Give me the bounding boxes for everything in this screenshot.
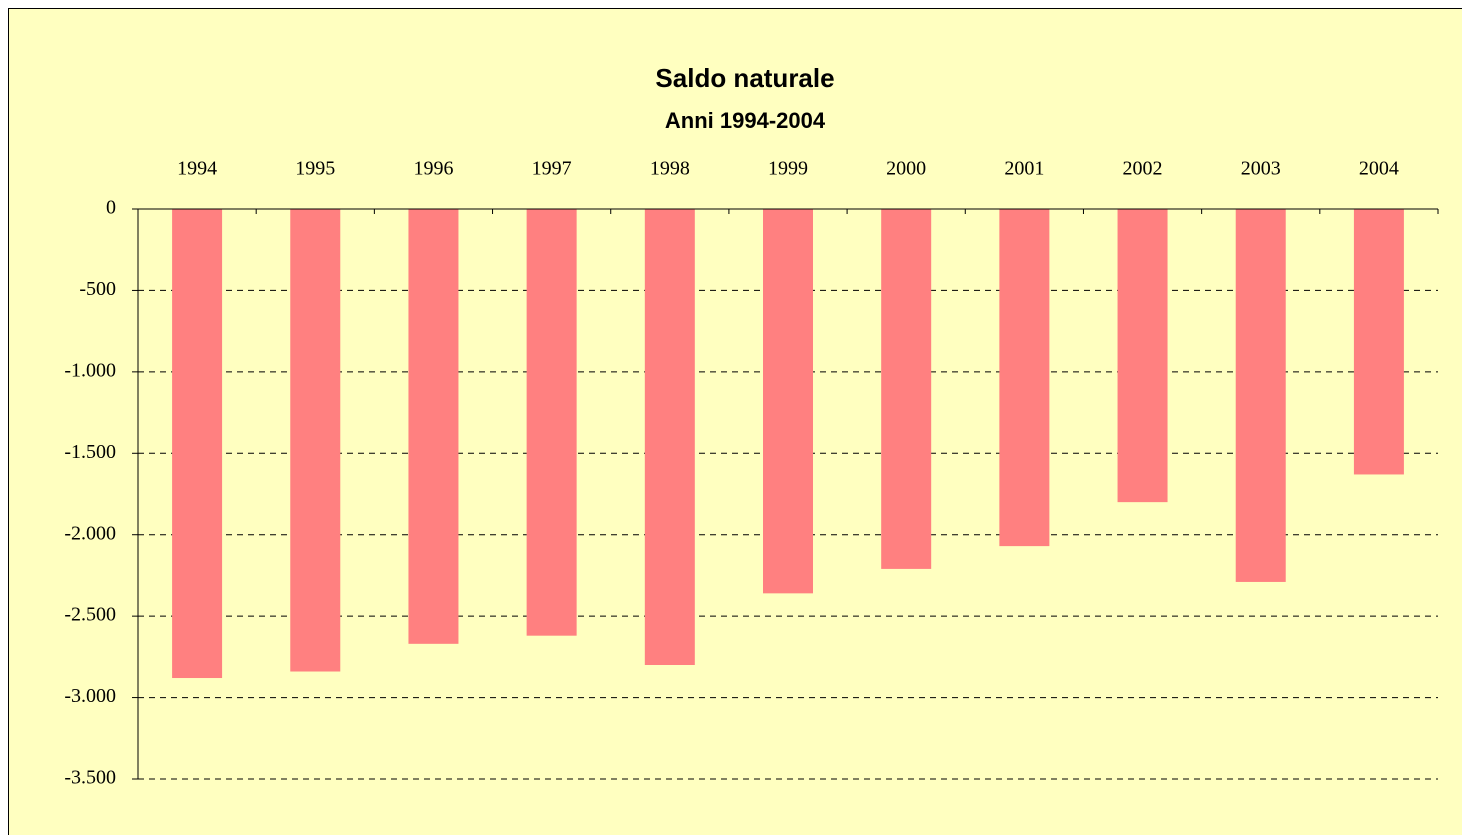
x-tick-label: 1998 <box>650 158 690 180</box>
y-tick-label: 0 <box>106 197 116 219</box>
bar <box>1353 209 1404 475</box>
x-tick-label: 2003 <box>1241 158 1281 180</box>
bar <box>881 209 932 569</box>
x-tick-label: 2000 <box>886 158 926 180</box>
y-tick-label: -1.500 <box>64 441 116 463</box>
x-tick-label: 1997 <box>532 158 572 180</box>
bar <box>999 209 1050 547</box>
bar <box>1235 209 1286 582</box>
bar <box>1117 209 1168 503</box>
bar <box>408 209 459 644</box>
y-tick-label: -3.000 <box>64 685 116 707</box>
x-tick-label: 1994 <box>177 158 217 180</box>
y-tick-label: -2.000 <box>64 522 116 544</box>
y-tick-label: -3.500 <box>64 767 116 789</box>
y-tick-label: -500 <box>79 278 116 300</box>
bar <box>763 209 813 594</box>
x-tick-label: 1995 <box>295 158 335 180</box>
x-tick-label: 1999 <box>768 158 808 180</box>
bar <box>644 209 695 665</box>
bar <box>172 209 223 679</box>
x-tick-label: 2004 <box>1359 158 1399 180</box>
y-tick-label: -2.500 <box>64 604 116 626</box>
chart-title: Saldo naturale <box>655 63 834 93</box>
chart-subtitle: Anni 1994-2004 <box>665 108 826 133</box>
y-tick-label: -1.000 <box>64 359 116 381</box>
x-tick-label: 2002 <box>1123 158 1163 180</box>
bar <box>526 209 577 636</box>
x-tick-label: 1996 <box>413 158 453 180</box>
bar <box>290 209 341 672</box>
x-tick-label: 2001 <box>1004 158 1044 180</box>
